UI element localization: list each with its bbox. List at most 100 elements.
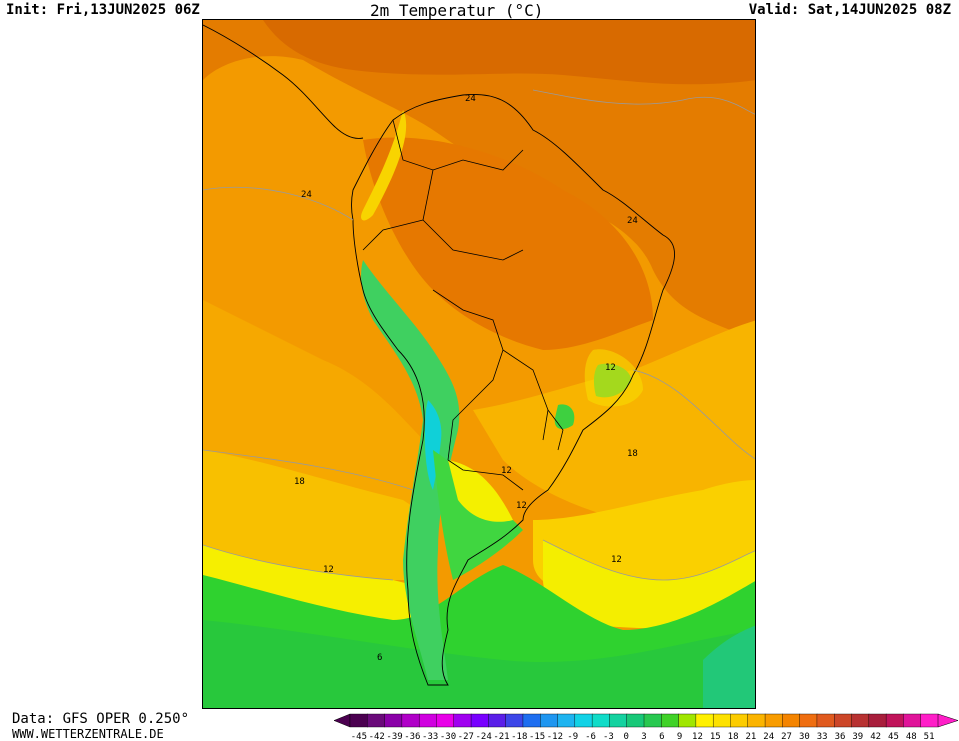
legend-tick-label: -33 xyxy=(422,732,438,741)
isotherm-label-24: 24 xyxy=(465,94,476,104)
legend-tick-label: -21 xyxy=(493,732,509,741)
legend-tick-label: 27 xyxy=(781,732,792,741)
legend-swatch xyxy=(661,713,680,728)
legend-swatch xyxy=(816,713,835,728)
isotherm-12 xyxy=(203,539,755,581)
isotherm-label-12: 12 xyxy=(516,501,527,511)
legend-tick-label: 36 xyxy=(835,732,846,741)
isotherm-label-12: 12 xyxy=(611,555,622,565)
legend-tick-label: 15 xyxy=(710,732,721,741)
legend-tick-label: 21 xyxy=(745,732,756,741)
andes-cyan xyxy=(425,400,442,490)
legend-tick-label: 24 xyxy=(763,732,774,741)
legend-swatch xyxy=(712,713,731,728)
legend-tick-label: -3 xyxy=(603,732,614,741)
legend-tick-label: -24 xyxy=(476,732,492,741)
legend-arrow-right xyxy=(937,713,958,728)
country-borders xyxy=(362,119,564,491)
legend-tick-label: -12 xyxy=(547,732,563,741)
color-legend: -45 -42 -39 -36 -33 -30 -27 -24 -21 -18 -15 -12 -9 -6… xyxy=(334,713,958,741)
central-america-coastline xyxy=(203,24,364,139)
map-title: 2m Temperatur (°C) xyxy=(370,1,544,20)
temperature-map[interactable]: 24 24 24 18 18 12 12 12 12 12 6 xyxy=(202,19,756,709)
legend-swatch xyxy=(522,713,541,728)
legend-tick-label: -27 xyxy=(458,732,474,741)
legend-tick-label: 3 xyxy=(641,732,646,741)
legend-swatch xyxy=(868,713,887,728)
legend-swatch xyxy=(764,713,783,728)
init-time: Init: Fri,13JUN2025 06Z xyxy=(6,2,200,18)
legend-swatch xyxy=(920,713,939,728)
isotherm-label-18: 18 xyxy=(294,477,305,487)
band-12-atlantic xyxy=(543,540,755,629)
legend-swatch xyxy=(591,713,610,728)
legend-tick-label: -18 xyxy=(511,732,527,741)
brazil-highlands-yellow xyxy=(584,349,643,407)
legend-tick-label: -42 xyxy=(369,732,385,741)
legend-swatch xyxy=(384,713,403,728)
colombia-andes-yellow xyxy=(361,110,407,221)
legend-swatch xyxy=(557,713,576,728)
legend-tick-label: -39 xyxy=(386,732,402,741)
site-url: WWW.WETTERZENTRALE.DE xyxy=(12,727,164,741)
legend-swatch xyxy=(834,713,853,728)
legend-swatch xyxy=(851,713,870,728)
legend-swatch xyxy=(799,713,818,728)
band-hot-caribbean xyxy=(263,20,755,85)
isotherm-24 xyxy=(203,89,755,221)
legend-arrow-left xyxy=(334,713,351,728)
legend-swatch xyxy=(453,713,472,728)
legend-tick-label: -6 xyxy=(585,732,596,741)
legend-tick-label: 51 xyxy=(924,732,935,741)
legend-tick-label: -9 xyxy=(567,732,578,741)
legend-swatch xyxy=(540,713,559,728)
brazil-highlands-green-2 xyxy=(554,404,575,430)
data-source: Data: GFS OPER 0.250° xyxy=(12,711,190,727)
legend-tick-label: -30 xyxy=(440,732,456,741)
legend-swatch xyxy=(488,713,507,728)
legend-tick-label: -15 xyxy=(529,732,545,741)
andes-cold xyxy=(361,260,460,680)
south-america-coastline xyxy=(351,93,675,686)
legend-swatches xyxy=(334,713,958,728)
legend-tick-label: 6 xyxy=(659,732,664,741)
legend-tick-label: 0 xyxy=(623,732,628,741)
legend-swatch xyxy=(730,713,749,728)
isotherm-label-12: 12 xyxy=(605,363,616,373)
legend-tick-label: -45 xyxy=(351,732,367,741)
legend-swatch xyxy=(609,713,628,728)
legend-swatch xyxy=(367,713,386,728)
legend-swatch xyxy=(574,713,593,728)
isotherm-label-24: 24 xyxy=(301,190,312,200)
legend-tick-label: 48 xyxy=(906,732,917,741)
isotherm-label-12: 12 xyxy=(501,466,512,476)
legend-tick-label: 30 xyxy=(799,732,810,741)
legend-swatch xyxy=(626,713,645,728)
band-6-south xyxy=(203,620,755,708)
legend-tick-label: 45 xyxy=(888,732,899,741)
band-18-atlantic xyxy=(473,320,755,540)
band-18 xyxy=(203,450,433,580)
legend-swatch xyxy=(695,713,714,728)
isotherm-18 xyxy=(203,369,755,491)
legend-swatch xyxy=(470,713,489,728)
legend-swatch xyxy=(643,713,662,728)
legend-swatch xyxy=(418,713,437,728)
valid-time: Valid: Sat,14JUN2025 08Z xyxy=(748,2,951,18)
legend-tick-label: 9 xyxy=(677,732,682,741)
yellow-patch-lapampa xyxy=(448,460,513,522)
legend-swatch xyxy=(401,713,420,728)
legend-tick-label: 42 xyxy=(870,732,881,741)
band-3-southeast xyxy=(703,625,755,708)
legend-ticks: -45 -42 -39 -36 -33 -30 -27 -24 -21 -18 -15 -12 -9 -6… xyxy=(351,732,935,741)
legend-swatch xyxy=(505,713,524,728)
legend-swatch xyxy=(436,713,455,728)
legend-swatch xyxy=(885,713,904,728)
legend-tick-label: 12 xyxy=(692,732,703,741)
isotherm-label-24: 24 xyxy=(627,216,638,226)
legend-tick-label: 18 xyxy=(728,732,739,741)
legend-tick-label: 33 xyxy=(817,732,828,741)
legend-tick-label: -36 xyxy=(404,732,420,741)
legend-swatch xyxy=(349,713,368,728)
legend-swatch xyxy=(782,713,801,728)
